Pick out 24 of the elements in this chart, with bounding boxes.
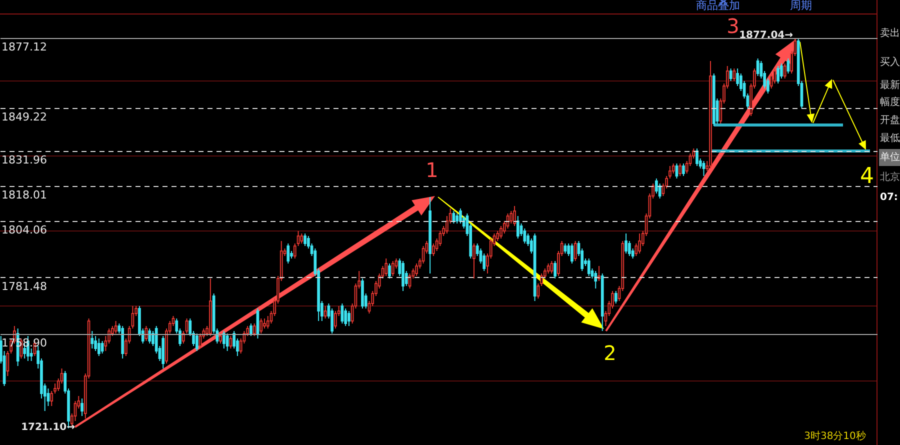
y-tick-label: 1818.01 (2, 188, 47, 202)
annotation: 3 (726, 14, 740, 38)
text: 买入 (880, 56, 900, 68)
y-tick-label: 1849.22 (2, 110, 47, 124)
y-tick-label: 1877.12 (2, 40, 47, 54)
text: 周期 (790, 0, 812, 12)
annotation: 4 (860, 164, 874, 189)
annotation: 1721.10→ (21, 422, 75, 433)
text: 开盘 (880, 114, 900, 126)
text: 最新 (880, 79, 900, 91)
y-tick-label: 1804.06 (2, 223, 47, 236)
text: 商品叠加 (696, 0, 740, 12)
annotation: 2 (604, 341, 616, 365)
text: 最低 (880, 133, 900, 144)
text: 北京 (880, 171, 900, 183)
annotation: 1 (426, 158, 438, 182)
y-tick-label: 1781.48 (2, 280, 47, 293)
text: 单位 (880, 151, 900, 163)
text: 卖出 (880, 27, 900, 39)
text: 07: (880, 192, 898, 203)
text: 幅度 (880, 96, 900, 108)
annotation: 3时38分10秒 (804, 430, 866, 442)
y-tick-label: 1831.96 (2, 154, 47, 167)
annotation: 1877.04→ (739, 30, 793, 41)
